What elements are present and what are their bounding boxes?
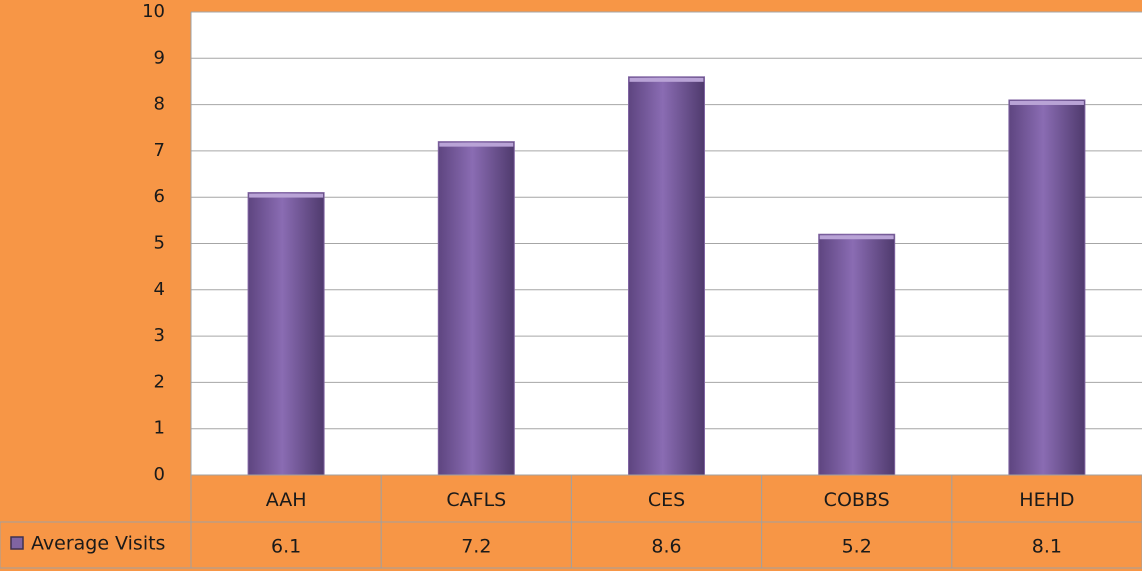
table-value: 5.2 [842, 536, 872, 558]
y-tick-label: 1 [154, 418, 165, 439]
bar-highlight [819, 235, 894, 240]
y-tick-label: 10 [142, 1, 165, 22]
bar-highlight [1009, 100, 1084, 105]
x-tick-label: CES [648, 489, 685, 511]
bar [247, 192, 325, 476]
bar [437, 141, 515, 476]
bar [818, 233, 896, 476]
bar [1008, 99, 1086, 476]
bar-highlight [439, 142, 514, 147]
y-tick-label: 2 [154, 371, 165, 392]
y-tick-label: 5 [154, 233, 165, 254]
x-tick-label: COBBS [824, 489, 890, 511]
y-tick-label: 9 [154, 47, 165, 68]
bar-highlight [249, 193, 324, 198]
y-tick-label: 6 [154, 186, 165, 207]
bar [628, 76, 705, 476]
table-value: 7.2 [461, 536, 491, 558]
y-tick-label: 0 [154, 464, 165, 485]
legend-label: Average Visits [31, 533, 165, 555]
table-value: 6.1 [271, 536, 301, 558]
y-tick-label: 8 [154, 94, 165, 115]
y-tick-label: 7 [154, 140, 165, 161]
table-value: 8.6 [651, 536, 681, 558]
table-value: 8.1 [1032, 536, 1062, 558]
x-tick-label: AAH [266, 489, 307, 511]
y-tick-label: 3 [154, 325, 165, 346]
y-tick-label: 4 [154, 279, 165, 300]
x-tick-label: CAFLS [446, 489, 506, 511]
legend-swatch [10, 536, 24, 550]
x-tick-label: HEHD [1019, 489, 1074, 511]
bar-highlight [629, 77, 704, 82]
